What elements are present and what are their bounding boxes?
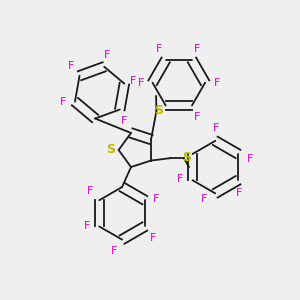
Text: F: F [110, 246, 117, 256]
Text: F: F [177, 174, 184, 184]
Text: S: S [106, 143, 115, 156]
Text: F: F [153, 194, 159, 204]
Text: F: F [236, 188, 242, 198]
Text: F: F [103, 50, 110, 60]
Text: F: F [194, 44, 200, 54]
Text: F: F [150, 233, 156, 243]
Text: F: F [87, 186, 94, 196]
Text: F: F [213, 123, 219, 133]
Text: S: S [154, 104, 163, 117]
Text: F: F [156, 44, 162, 54]
Text: F: F [60, 97, 66, 106]
Text: F: F [121, 116, 127, 126]
Text: F: F [68, 61, 74, 71]
Text: F: F [137, 78, 144, 88]
Text: F: F [130, 76, 136, 86]
Text: F: F [214, 78, 220, 88]
Text: F: F [84, 221, 91, 232]
Text: F: F [201, 194, 207, 204]
Text: F: F [247, 154, 253, 164]
Text: F: F [194, 112, 200, 122]
Text: S: S [182, 151, 191, 164]
